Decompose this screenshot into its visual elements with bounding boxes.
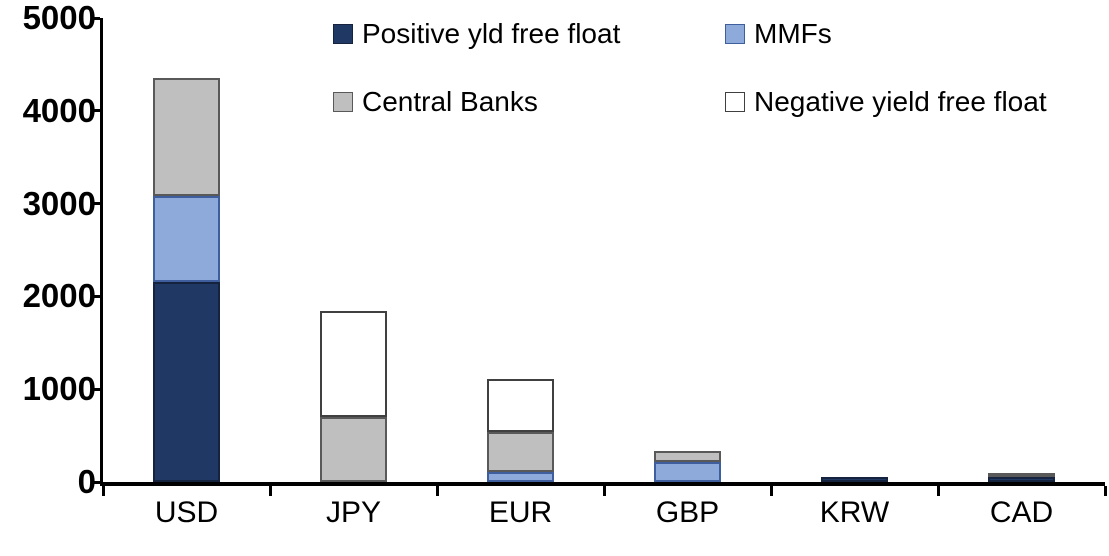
legend-swatch-positive-yld-free-float-icon — [333, 24, 353, 44]
legend-label: Positive yld free float — [362, 18, 621, 49]
y-axis-line — [100, 18, 103, 482]
bar-cad-positive-yld-free-float — [988, 477, 1055, 482]
x-axis-tick — [1103, 486, 1107, 496]
legend-label: MMFs — [754, 18, 832, 49]
x-axis-tick — [769, 486, 773, 496]
legend-item-central-banks: Central Banks — [333, 86, 538, 117]
bar-eur-central-banks — [487, 431, 554, 472]
bar-eur-negative-yield-free-float — [487, 379, 554, 432]
legend-item-positive-yld-free-float: Positive yld free float — [333, 18, 621, 49]
x-axis-label-eur: EUR — [488, 496, 553, 529]
x-axis-label-usd: USD — [154, 496, 219, 529]
x-axis-tick — [936, 486, 940, 496]
legend-swatch-mmfs-icon — [725, 24, 745, 44]
x-axis-tick — [268, 486, 272, 496]
x-axis-label-cad: CAD — [989, 496, 1054, 529]
y-axis-label: 3000 — [22, 184, 96, 222]
bar-krw-positive-yld-free-float — [821, 477, 888, 482]
y-axis-label: 4000 — [22, 91, 96, 129]
bar-jpy-central-banks — [320, 417, 387, 482]
legend-swatch-central-banks-icon — [333, 92, 353, 112]
x-axis-label-gbp: GBP — [655, 496, 720, 529]
y-axis-tick — [91, 294, 100, 298]
x-axis-tick — [435, 486, 439, 496]
x-axis-line — [100, 482, 1105, 486]
y-axis-tick — [91, 387, 100, 391]
legend-label: Negative yield free float — [754, 86, 1047, 117]
y-axis-tick — [91, 480, 100, 484]
x-axis-tick — [602, 486, 606, 496]
x-axis-tick — [101, 486, 105, 496]
y-axis-label: 0 — [77, 463, 96, 500]
bar-gbp-central-banks — [654, 451, 721, 462]
legend-item-negative-yield-free-float: Negative yield free float — [725, 86, 1047, 117]
bar-gbp-mmfs — [654, 461, 721, 482]
bar-cad-central-banks — [988, 473, 1055, 478]
bar-usd-positive-yld-free-float — [153, 282, 220, 482]
legend-item-mmfs: MMFs — [725, 18, 832, 49]
y-axis-tick — [91, 16, 100, 20]
y-axis-label: 1000 — [22, 370, 96, 408]
x-axis-label-jpy: JPY — [325, 496, 382, 529]
y-axis-label: 5000 — [22, 0, 96, 36]
legend-swatch-negative-yield-free-float-icon — [725, 92, 745, 112]
plot-area — [91, 16, 1107, 496]
legend-label: Central Banks — [362, 86, 538, 117]
y-axis-tick — [91, 202, 100, 206]
x-axis-label-krw: KRW — [819, 496, 890, 529]
y-axis-label: 2000 — [22, 277, 96, 315]
bar-eur-mmfs — [487, 471, 554, 482]
y-axis-tick — [91, 109, 100, 113]
bar-jpy-negative-yield-free-float — [320, 311, 387, 418]
bar-usd-central-banks — [153, 78, 220, 197]
bar-usd-mmfs — [153, 196, 220, 283]
